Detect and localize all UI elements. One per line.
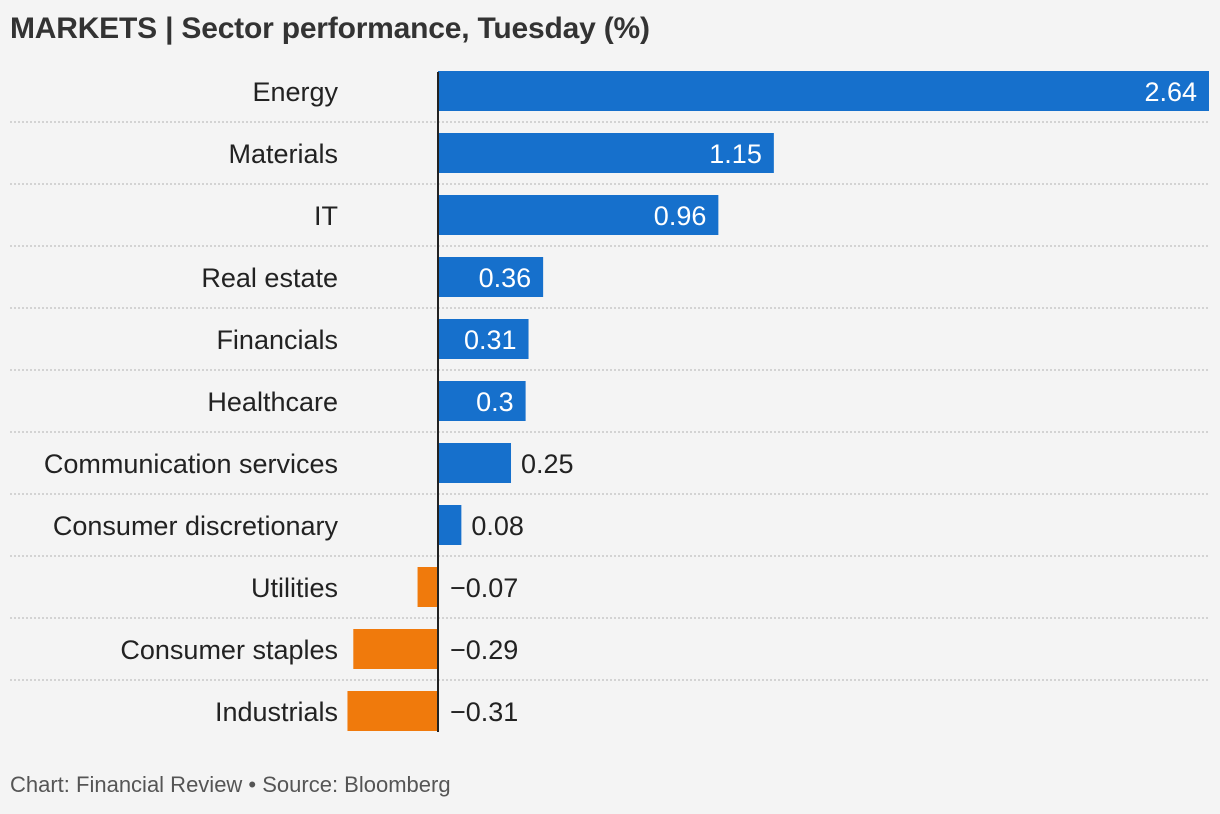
data-label: 0.3: [476, 387, 514, 417]
bar: [438, 257, 544, 297]
category-label: IT: [314, 201, 338, 231]
category-label: Communication services: [44, 449, 338, 479]
category-label: Materials: [228, 139, 338, 169]
category-label: Utilities: [251, 573, 338, 603]
bar: [438, 443, 512, 483]
category-label: Industrials: [215, 697, 338, 727]
data-label: 0.25: [521, 449, 574, 479]
bar: [438, 381, 526, 421]
bar: [417, 567, 438, 607]
category-label: Real estate: [201, 263, 338, 293]
category-label: Consumer discretionary: [53, 511, 339, 541]
data-label: −0.31: [450, 697, 518, 727]
bar: [347, 691, 438, 731]
bar: [438, 71, 1209, 111]
chart-source-footer: Chart: Financial Review • Source: Bloomb…: [10, 772, 451, 797]
bar: [438, 133, 774, 173]
data-label: 0.08: [471, 511, 524, 541]
category-label: Energy: [252, 77, 338, 107]
category-label: Consumer staples: [120, 635, 338, 665]
bar: [353, 629, 438, 669]
data-label: 1.15: [709, 139, 762, 169]
data-label: 2.64: [1144, 77, 1197, 107]
data-label: −0.29: [450, 635, 518, 665]
bar: [438, 319, 529, 359]
chart-title: MARKETS | Sector performance, Tuesday (%…: [10, 12, 650, 45]
data-label: 0.36: [479, 263, 532, 293]
data-label: −0.07: [450, 573, 518, 603]
bar: [438, 505, 462, 545]
data-label: 0.96: [654, 201, 707, 231]
category-label: Healthcare: [207, 387, 338, 417]
category-label: Financials: [216, 325, 338, 355]
data-label: 0.31: [464, 325, 517, 355]
bar: [438, 195, 719, 235]
